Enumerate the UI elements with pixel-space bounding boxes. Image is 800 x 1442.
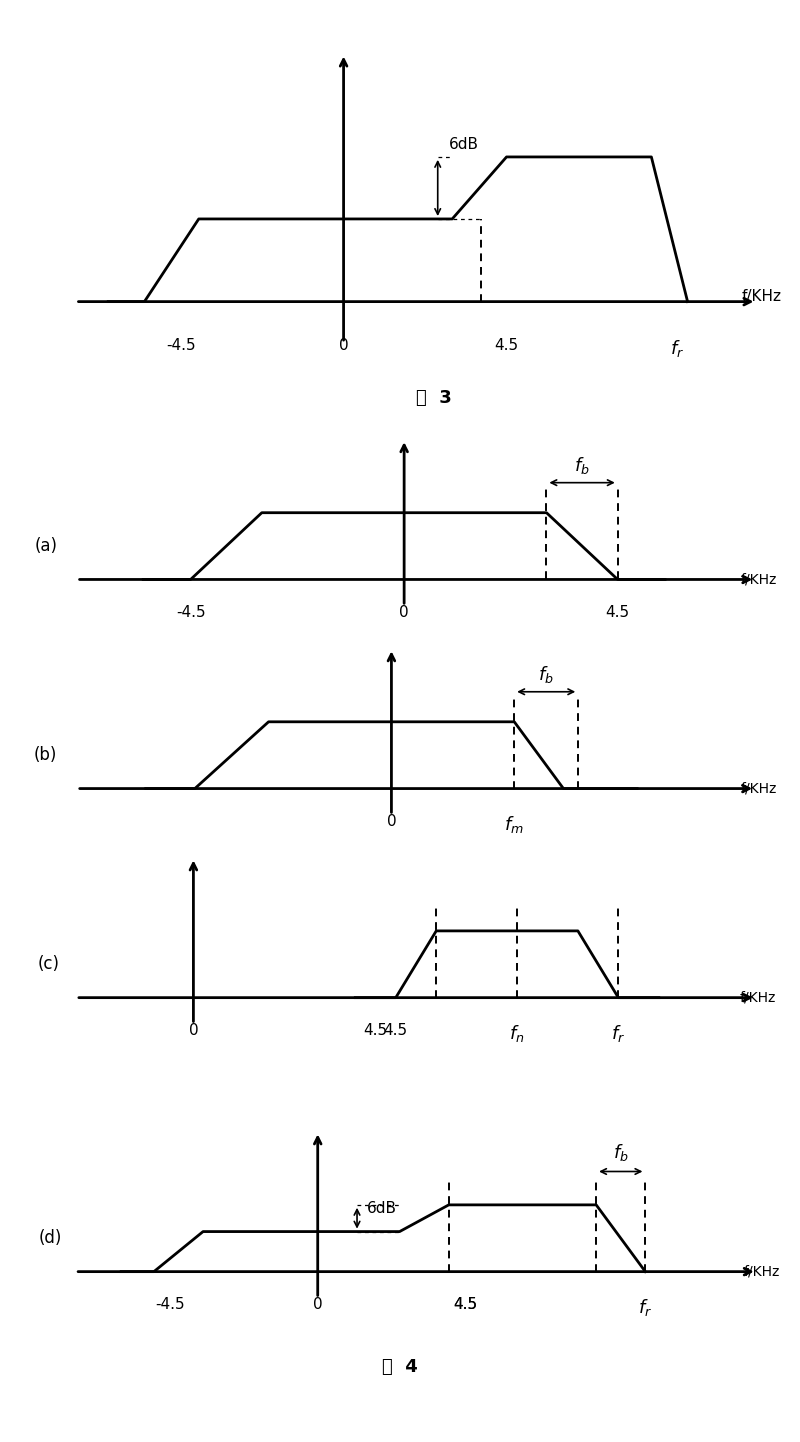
Text: -4.5: -4.5 bbox=[166, 337, 195, 353]
Text: 0: 0 bbox=[189, 1022, 198, 1038]
Text: f/KHz: f/KHz bbox=[744, 1265, 780, 1279]
Text: $f_b$: $f_b$ bbox=[613, 1142, 629, 1164]
Text: $f_m$: $f_m$ bbox=[504, 813, 524, 835]
Text: (c): (c) bbox=[38, 955, 60, 973]
Text: $f_b$: $f_b$ bbox=[574, 456, 590, 476]
Text: 0: 0 bbox=[313, 1296, 322, 1312]
Text: (b): (b) bbox=[34, 746, 58, 764]
Text: $f_b$: $f_b$ bbox=[538, 665, 554, 685]
Text: 4.5: 4.5 bbox=[606, 604, 630, 620]
Text: 0: 0 bbox=[338, 337, 348, 353]
Text: $f_r$: $f_r$ bbox=[670, 337, 684, 359]
Text: 图  4: 图 4 bbox=[382, 1358, 418, 1376]
Text: 6dB: 6dB bbox=[367, 1201, 397, 1216]
Text: $f_n$: $f_n$ bbox=[510, 1022, 525, 1044]
Text: 0: 0 bbox=[386, 813, 396, 829]
Text: 4.5: 4.5 bbox=[384, 1022, 408, 1038]
Text: f/KHz: f/KHz bbox=[740, 991, 776, 1005]
Text: 6dB: 6dB bbox=[449, 137, 478, 151]
Text: (a): (a) bbox=[34, 536, 58, 555]
Text: 4.5: 4.5 bbox=[453, 1296, 478, 1312]
Text: 图  3: 图 3 bbox=[416, 389, 452, 408]
Text: f/KHz: f/KHz bbox=[742, 288, 782, 304]
Text: 4.5: 4.5 bbox=[494, 337, 518, 353]
Text: $f_r$: $f_r$ bbox=[611, 1022, 626, 1044]
Text: f/KHz: f/KHz bbox=[741, 572, 778, 587]
Text: 4.5: 4.5 bbox=[453, 1296, 478, 1312]
Text: 4.5: 4.5 bbox=[363, 1022, 387, 1038]
Text: -4.5: -4.5 bbox=[176, 604, 206, 620]
Text: -4.5: -4.5 bbox=[155, 1296, 185, 1312]
Text: (d): (d) bbox=[38, 1229, 62, 1247]
Text: $f_r$: $f_r$ bbox=[638, 1296, 653, 1318]
Text: 0: 0 bbox=[399, 604, 409, 620]
Text: f/KHz: f/KHz bbox=[740, 782, 777, 796]
